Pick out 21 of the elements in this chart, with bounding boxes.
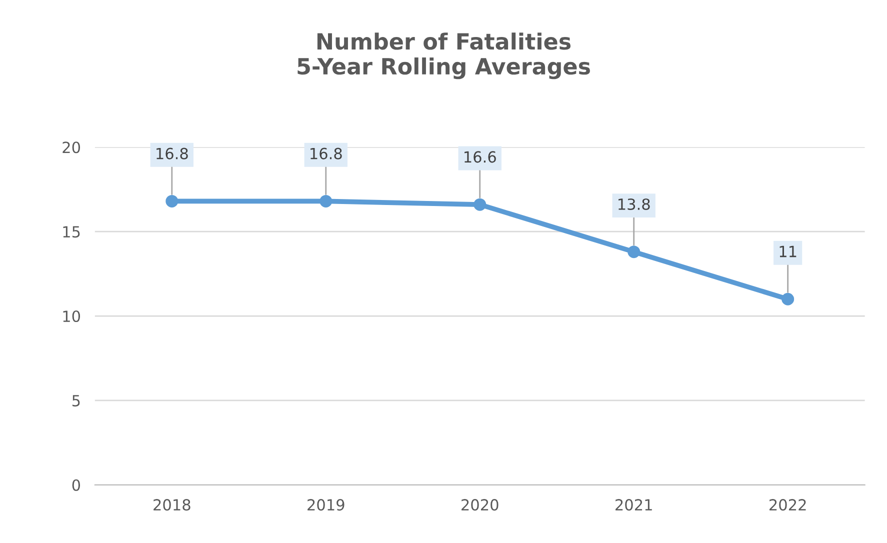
point <box>628 246 640 258</box>
chart-title: Number of Fatalities 5-Year Rolling Averages <box>298 32 590 80</box>
point <box>474 198 486 211</box>
x-tick-label: 2019 <box>308 499 344 511</box>
data-label: 13.8 <box>618 198 650 210</box>
data-label: 16.8 <box>310 148 342 160</box>
y-tick-label: 0 <box>72 479 80 491</box>
x-tick-label: 2020 <box>462 499 498 511</box>
x-tick-label: 2022 <box>770 499 806 511</box>
point <box>166 194 178 208</box>
y-tick-label: 10 <box>63 310 80 322</box>
point <box>320 194 332 208</box>
y-tick-label: 5 <box>72 395 80 406</box>
data-label: 11 <box>780 246 796 258</box>
data-label: 16.8 <box>156 148 188 160</box>
x-tick-label: 2021 <box>616 499 652 511</box>
y-tick-label: 20 <box>62 142 80 154</box>
y-tick-label: 15 <box>63 226 80 238</box>
point <box>782 292 794 306</box>
x-tick-label: 2018 <box>154 499 190 511</box>
data-label: 16.6 <box>464 151 496 163</box>
